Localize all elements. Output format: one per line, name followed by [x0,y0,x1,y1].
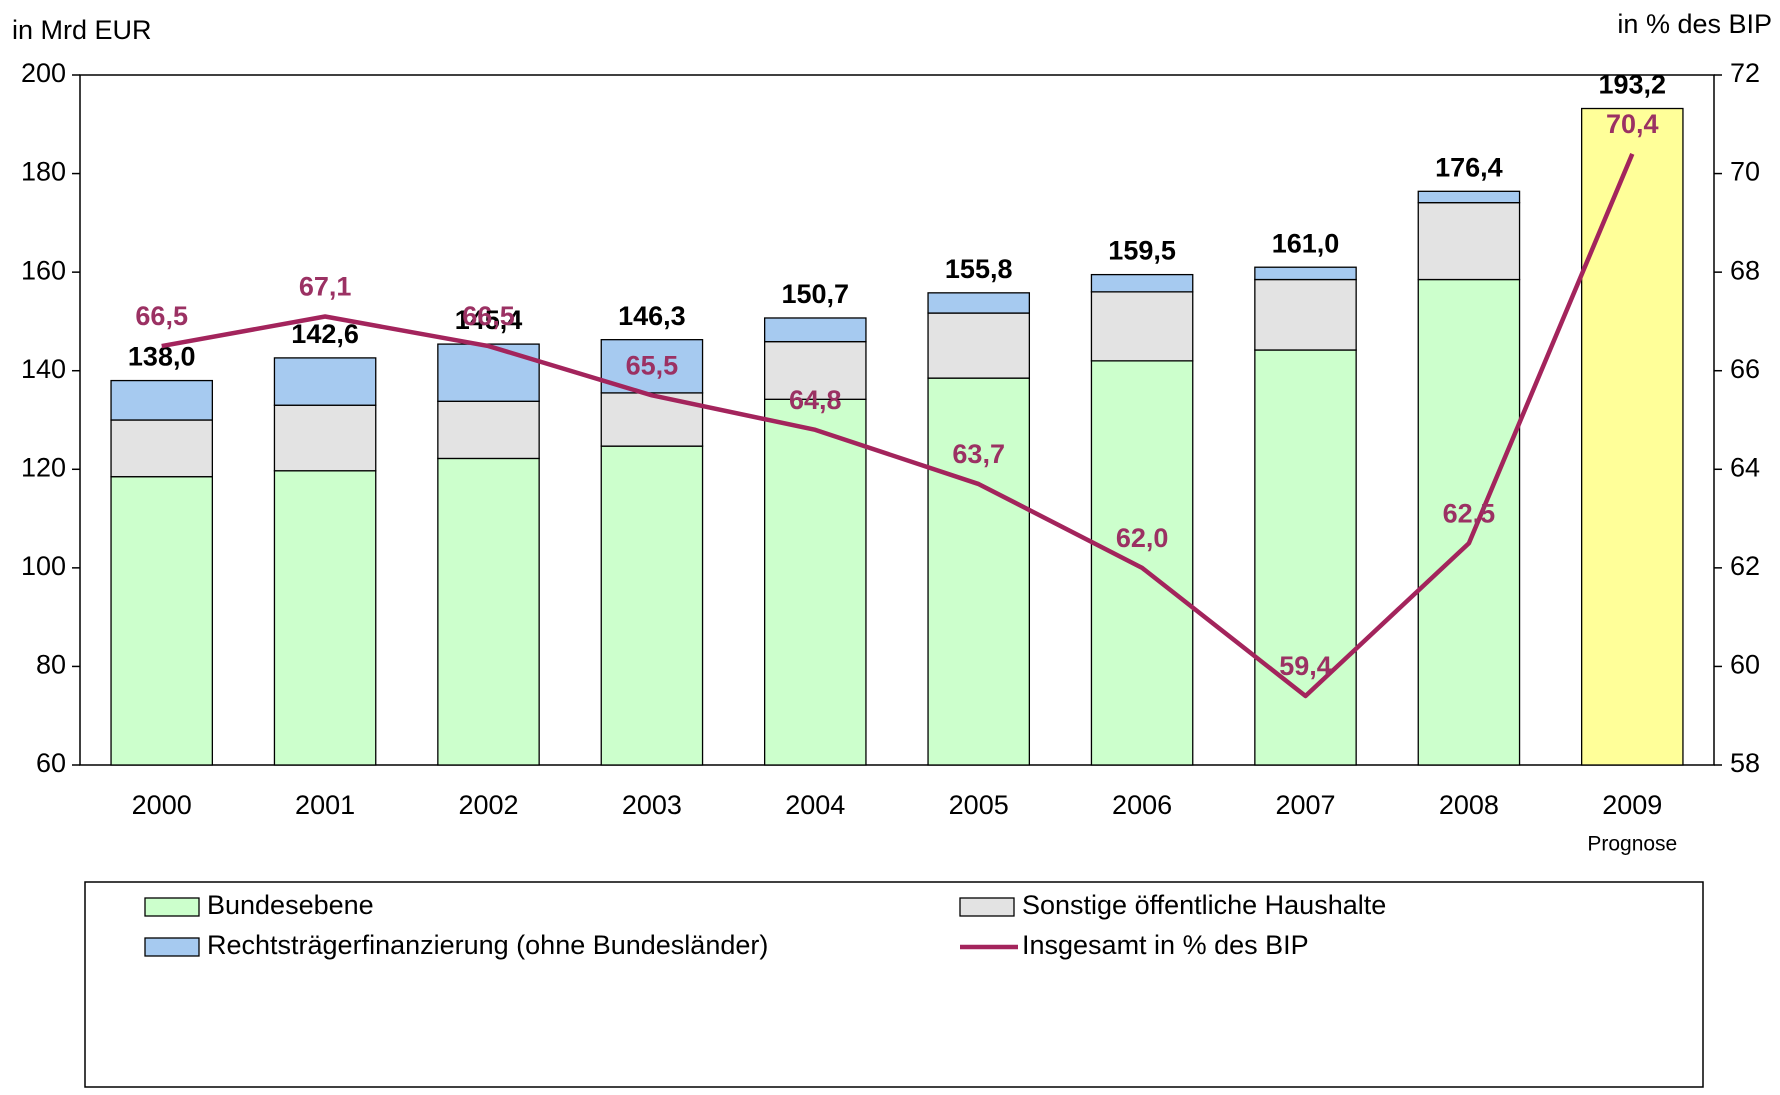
bar-segment [1254,278,1357,351]
x-tick-label: 2001 [295,790,355,820]
total-label: 145,4 [455,305,523,335]
line-label: 70,4 [1606,109,1659,139]
y-tick-label: 60 [36,748,66,778]
bar-segment [110,476,214,766]
y2-tick-label: 70 [1730,157,1760,187]
bar-segment [1090,360,1194,766]
bar-segment [1254,266,1357,281]
y-tick-label: 80 [36,650,66,680]
legend-box [84,881,1704,1088]
total-label: 138,0 [128,342,196,372]
x-tick-label: 2005 [949,790,1009,820]
x-tick-label: 2000 [132,790,192,820]
bar-segment [927,377,1031,766]
y-tick-label: 200 [21,58,66,88]
legend-label: Sonstige öffentliche Haushalte [1022,890,1386,920]
total-label: 150,7 [782,279,850,309]
bar-segment [110,419,214,478]
y-tick-label: 160 [21,255,66,285]
y-tick-label: 180 [21,157,66,187]
forecast-bar [1580,107,1684,766]
total-label: 176,4 [1435,152,1503,182]
y-tick-label: 140 [21,354,66,384]
legend-label: Insgesamt in % des BIP [1022,930,1309,960]
bar-segment [600,445,704,766]
bar-segment [110,379,214,421]
line-label: 62,0 [1116,523,1169,553]
legend-label: Bundesebene [207,890,374,920]
legend-swatch [144,937,200,957]
y2-tick-label: 68 [1730,255,1760,285]
legend-label: Rechtsträgerfinanzierung (ohne Bundeslän… [207,930,768,960]
bar-segment [1417,278,1521,766]
y2-tick-label: 58 [1730,748,1760,778]
y-axis-label: in Mrd EUR [12,15,152,45]
bar-segment [763,317,867,343]
x-tick-label: 2009 [1602,790,1662,820]
y2-tick-label: 72 [1730,58,1760,88]
total-label: 155,8 [945,254,1013,284]
bar-segment [1254,349,1357,766]
bar-segment [927,312,1031,379]
bar-segment [763,340,867,400]
y2-axis-label: in % des BIP [1617,9,1772,39]
line-series [161,152,1635,699]
legend-swatch [959,897,1015,917]
total-label: 159,5 [1108,236,1176,266]
y-tick-label: 100 [21,551,66,581]
line-label: 62,5 [1443,498,1496,528]
y-tick-label: 120 [21,452,66,482]
line-label: 64,8 [789,385,842,415]
annotation: Prognose [1587,833,1677,856]
line-label: 65,5 [626,350,679,380]
x-tick-label: 2006 [1112,790,1172,820]
total-label: 161,0 [1272,228,1340,258]
total-label: 193,2 [1599,70,1667,100]
x-tick-label: 2004 [785,790,845,820]
total-label: 142,6 [291,319,359,349]
x-tick-label: 2002 [458,790,518,820]
y2-tick-label: 62 [1730,551,1760,581]
bar-segment [273,357,377,406]
y2-tick-label: 64 [1730,452,1760,482]
line-label: 67,1 [299,272,352,302]
legend-swatch [144,897,200,917]
bar-segment [437,400,540,460]
line-label: 59,4 [1279,651,1332,681]
line-label: 66,5 [462,301,515,331]
plot-area [79,74,1715,766]
y2-tick-label: 60 [1730,650,1760,680]
x-tick-label: 2003 [622,790,682,820]
bar-segment [1090,291,1194,362]
total-label: 146,3 [618,301,686,331]
bar-segment [273,470,377,766]
x-tick-label: 2007 [1275,790,1335,820]
line-label: 63,7 [952,439,1005,469]
bar-segment [1090,273,1194,293]
bar-segment [273,404,377,472]
x-tick-label: 2008 [1439,790,1499,820]
bar-segment [437,457,540,766]
bar-segment [1417,201,1521,281]
bar-segment [437,343,540,402]
y2-tick-label: 66 [1730,354,1760,384]
bar-segment [927,292,1031,314]
line-label: 66,5 [135,301,188,331]
bar-segment [1417,190,1521,204]
bar-segment [763,398,867,766]
